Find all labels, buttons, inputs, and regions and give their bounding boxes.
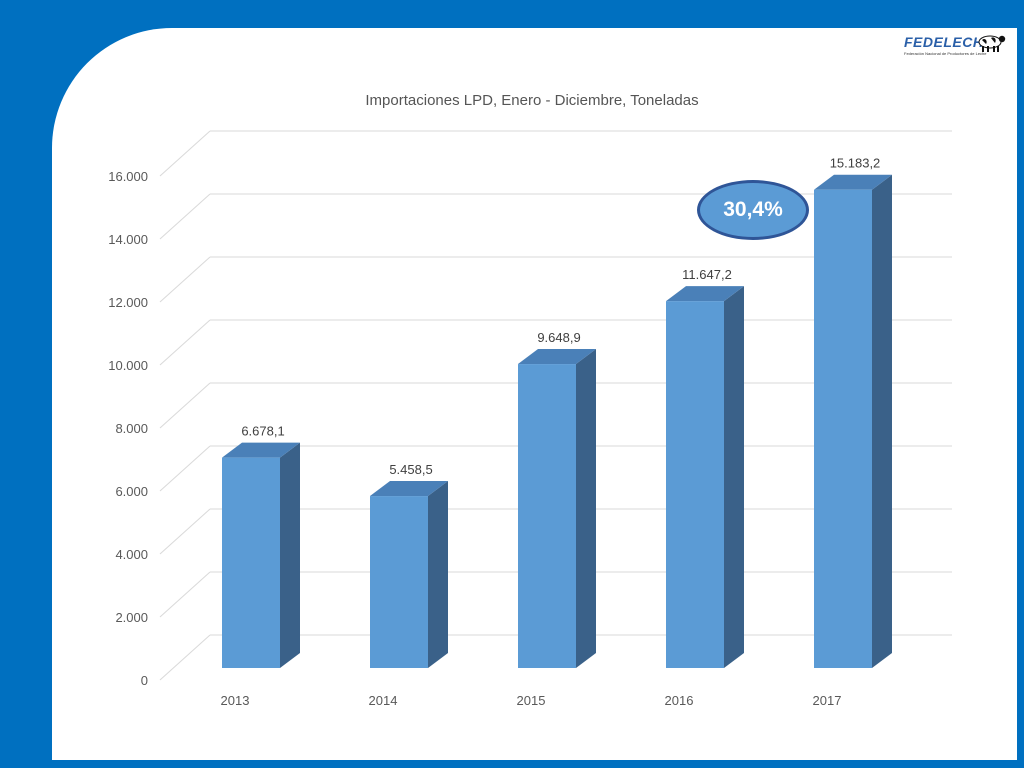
y-tick-label: 8.000 — [115, 421, 148, 436]
bar-top — [370, 481, 448, 497]
cow-icon — [978, 35, 1006, 52]
y-tick-label: 12.000 — [108, 295, 148, 310]
bar-side — [724, 286, 744, 668]
logo-tagline: Federación Nacional de Productores de Le… — [904, 51, 987, 56]
y-tick-label: 10.000 — [108, 358, 148, 373]
bar-top — [814, 174, 892, 190]
bar — [666, 301, 724, 668]
fedeleche-logo: FEDELECHE Federación Nacional de Product… — [898, 30, 1008, 60]
data-label: 6.678,1 — [241, 424, 284, 439]
gridline-diag — [159, 634, 211, 681]
gridline-diag — [159, 508, 211, 555]
x-tick-label: 2013 — [221, 693, 250, 708]
gridline-diag — [159, 256, 211, 303]
y-tick-label: 14.000 — [108, 232, 148, 247]
x-tick-label: 2017 — [813, 693, 842, 708]
bar-side — [428, 481, 448, 668]
gridline-diag — [159, 571, 211, 618]
gridline-diag — [159, 193, 211, 240]
data-label: 9.648,9 — [537, 330, 580, 345]
data-label: 5.458,5 — [389, 462, 432, 477]
bar — [370, 496, 428, 668]
bar-side — [280, 442, 300, 668]
x-tick-label: 2016 — [665, 693, 694, 708]
logo-wordmark: FEDELECHE — [904, 34, 994, 50]
bar-top — [666, 286, 744, 302]
y-tick-label: 0 — [141, 673, 148, 688]
y-tick-label: 4.000 — [115, 547, 148, 562]
bar — [518, 364, 576, 668]
data-label: 15.183,2 — [830, 156, 881, 171]
data-label: 11.647,2 — [682, 267, 732, 282]
bar-side — [576, 349, 596, 668]
y-tick-label: 16.000 — [108, 169, 148, 184]
bar-side — [872, 174, 892, 669]
bar-top — [518, 349, 596, 365]
gridline-diag — [159, 319, 211, 366]
x-tick-label: 2014 — [369, 693, 398, 708]
growth-badge: 30,4% — [697, 180, 809, 240]
y-tick-label: 2.000 — [115, 610, 148, 625]
chart-title: Importaciones LPD, Enero - Diciembre, To… — [365, 92, 698, 109]
x-tick-label: 2015 — [517, 693, 546, 708]
gridline-diag — [159, 445, 211, 492]
bar — [222, 457, 280, 668]
gridline-diag — [159, 130, 211, 177]
y-tick-label: 6.000 — [115, 484, 148, 499]
growth-badge-text: 30,4% — [723, 198, 783, 221]
bar — [814, 189, 872, 669]
bar-top — [222, 442, 300, 458]
gridline-diag — [159, 382, 211, 429]
